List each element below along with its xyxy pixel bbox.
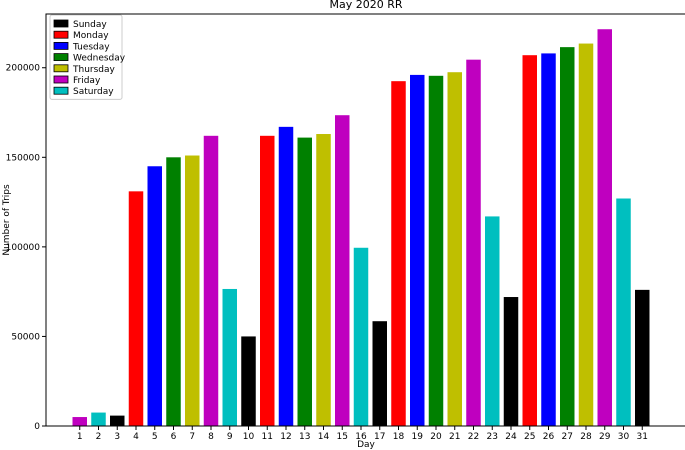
bar xyxy=(541,53,556,427)
bar xyxy=(260,135,275,426)
x-tick-label: 4 xyxy=(133,432,139,442)
bar xyxy=(110,415,125,426)
x-tick-label: 5 xyxy=(152,432,158,442)
x-tick-label: 10 xyxy=(243,432,255,442)
x-tick-label: 26 xyxy=(543,432,555,442)
plot-frame xyxy=(45,13,685,427)
x-axis-label: Day xyxy=(357,440,375,450)
x-tick-label: 27 xyxy=(562,432,573,442)
bar xyxy=(560,47,575,426)
x-tick-label: 22 xyxy=(468,432,479,442)
x-tick-label: 7 xyxy=(189,432,195,442)
bar xyxy=(578,43,594,427)
x-tick-label: 17 xyxy=(374,432,385,442)
legend-label: Wednesday xyxy=(73,54,126,64)
bar xyxy=(316,134,331,426)
x-tick-label: 18 xyxy=(393,432,405,442)
legend-swatch xyxy=(53,75,69,84)
y-tick-label: 200000 xyxy=(6,64,41,74)
legend-swatch xyxy=(53,64,69,73)
x-tick-label: 16 xyxy=(355,432,367,442)
bar xyxy=(410,74,425,426)
legend-label: Monday xyxy=(73,31,109,41)
bar xyxy=(166,157,181,426)
x-tick-label: 3 xyxy=(114,432,120,442)
y-tick-label: 50000 xyxy=(11,332,40,342)
x-tick-label: 29 xyxy=(599,432,611,442)
x-tick-label: 6 xyxy=(171,432,177,442)
bar xyxy=(335,115,350,427)
x-tick-label: 24 xyxy=(505,432,517,442)
bar xyxy=(72,417,87,426)
y-tick-label: 150000 xyxy=(6,153,41,163)
legend-swatch xyxy=(53,30,69,39)
x-tick-label: 30 xyxy=(618,432,630,442)
legend-swatch xyxy=(53,19,69,28)
bar xyxy=(372,321,387,426)
bar xyxy=(485,216,500,426)
x-tick-label: 28 xyxy=(580,432,592,442)
bar xyxy=(466,59,481,427)
bar xyxy=(616,198,631,426)
legend-label: Saturday xyxy=(73,87,114,97)
bar xyxy=(297,137,312,426)
x-tick-label: 2 xyxy=(96,432,102,442)
x-tick-label: 14 xyxy=(318,432,330,442)
x-tick-label: 1 xyxy=(77,432,83,442)
y-tick-label: 100000 xyxy=(6,243,41,253)
bar xyxy=(503,297,519,426)
x-tick-label: 31 xyxy=(637,432,648,442)
bar xyxy=(635,289,650,426)
bar xyxy=(185,155,200,426)
bar xyxy=(447,72,462,426)
bar xyxy=(203,135,219,426)
y-tick-label: 0 xyxy=(34,422,40,432)
x-tick-label: 12 xyxy=(280,432,291,442)
x-tick-label: 23 xyxy=(487,432,498,442)
legend-label: Thursday xyxy=(72,65,116,75)
bar xyxy=(353,247,369,426)
chart-title: May 2020 RR xyxy=(329,0,402,11)
legend-label: Sunday xyxy=(73,20,107,30)
legend-label: Friday xyxy=(73,76,101,86)
bar xyxy=(241,336,256,426)
bar xyxy=(128,191,144,426)
legend-swatch xyxy=(53,53,69,61)
bar xyxy=(147,166,162,426)
bar xyxy=(428,75,444,427)
bar xyxy=(522,55,537,426)
bar xyxy=(222,288,237,426)
bar xyxy=(91,412,106,426)
legend-swatch xyxy=(53,42,69,50)
x-tick-label: 15 xyxy=(337,432,348,442)
legend-swatch xyxy=(53,86,69,95)
x-tick-label: 20 xyxy=(430,432,442,442)
x-tick-label: 19 xyxy=(412,432,424,442)
y-axis-label: Number of Trips xyxy=(2,184,12,256)
bar xyxy=(278,126,294,426)
x-tick-label: 13 xyxy=(299,432,310,442)
x-tick-label: 11 xyxy=(262,432,273,442)
x-tick-label: 8 xyxy=(208,432,214,442)
bar xyxy=(597,29,612,427)
x-tick-label: 9 xyxy=(227,432,233,442)
x-tick-label: 21 xyxy=(449,432,460,442)
legend-label: Tuesday xyxy=(72,42,110,52)
x-tick-label: 25 xyxy=(524,432,535,442)
bar xyxy=(391,81,406,426)
